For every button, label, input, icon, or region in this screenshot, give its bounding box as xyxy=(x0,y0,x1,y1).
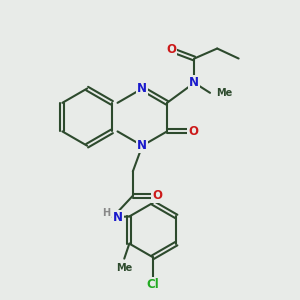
Text: N: N xyxy=(137,82,147,95)
Text: Me: Me xyxy=(116,263,132,273)
Text: Cl: Cl xyxy=(146,278,159,291)
Text: Me: Me xyxy=(216,88,232,98)
Text: N: N xyxy=(137,139,147,152)
Text: H: H xyxy=(103,208,111,218)
Text: O: O xyxy=(188,125,198,138)
Text: O: O xyxy=(152,189,162,202)
Text: N: N xyxy=(113,211,123,224)
Text: N: N xyxy=(189,76,199,89)
Text: O: O xyxy=(167,44,176,56)
